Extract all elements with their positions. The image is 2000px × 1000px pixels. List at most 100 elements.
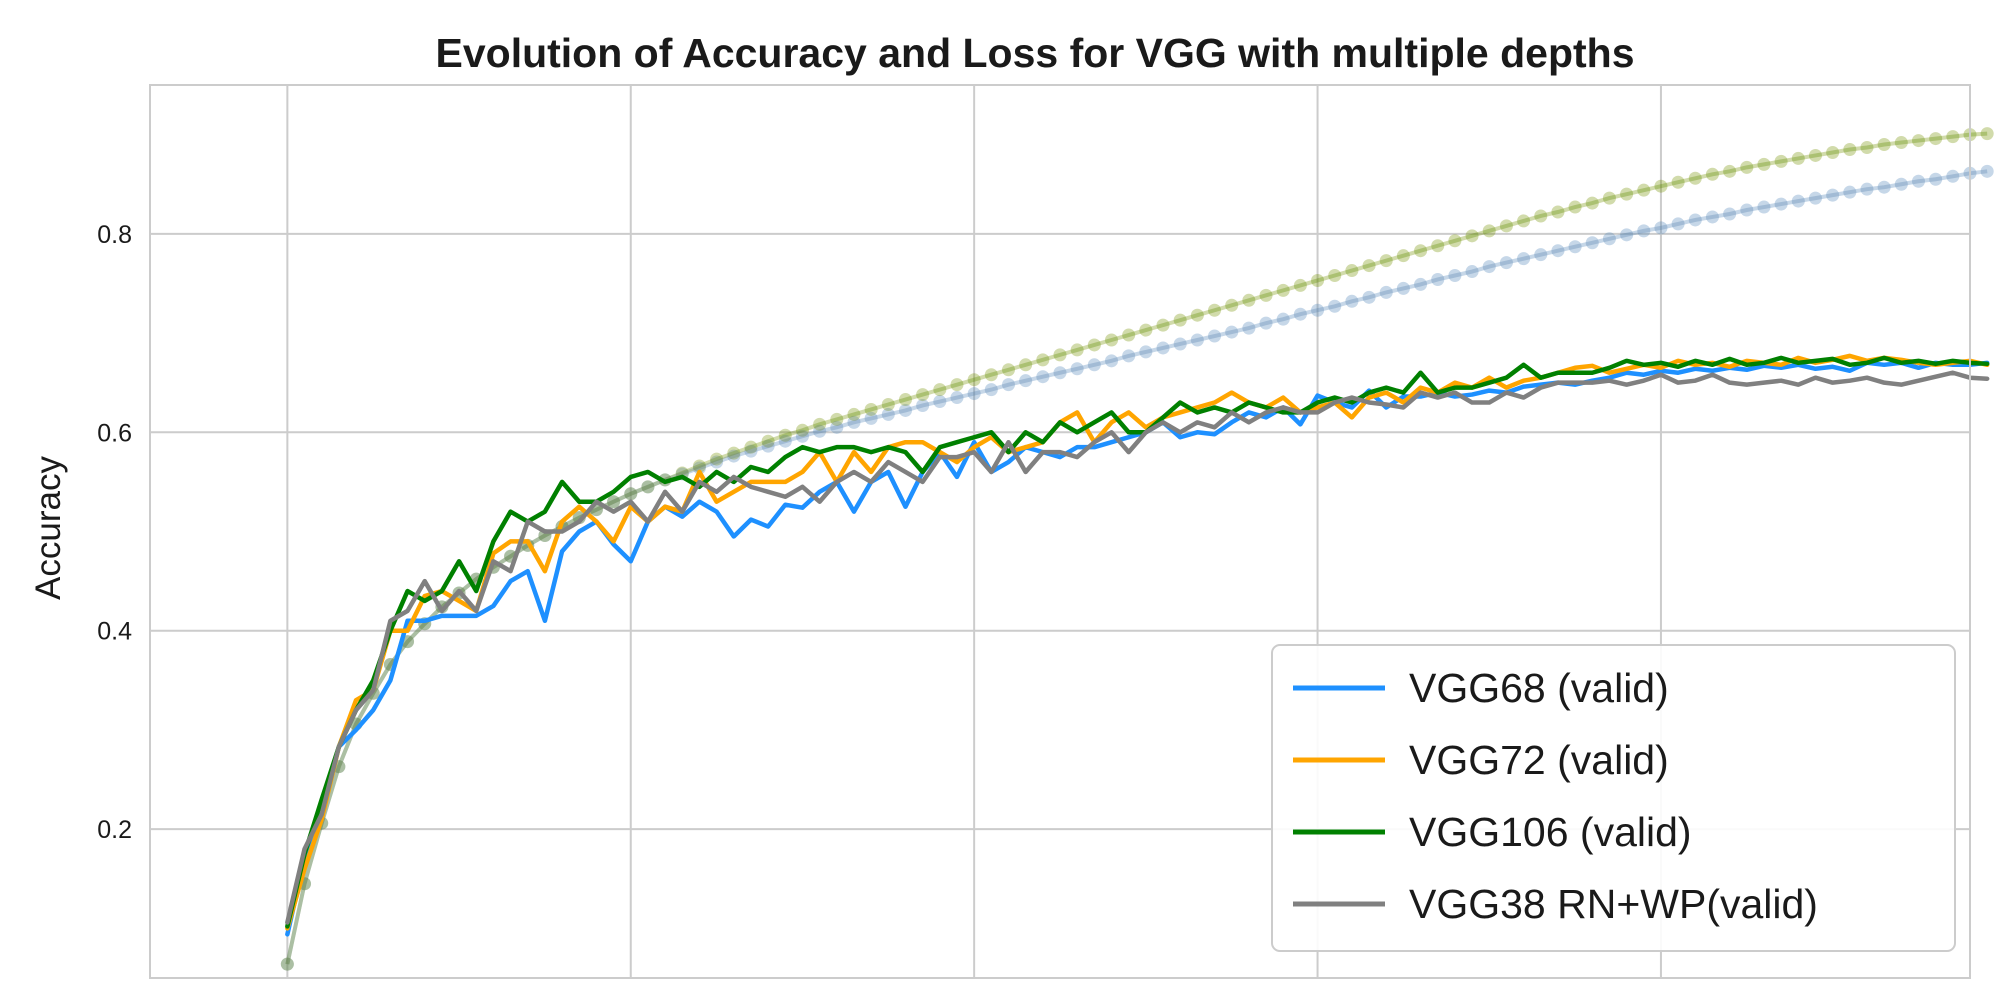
training-point [1122, 349, 1136, 363]
training-point [1087, 358, 1101, 372]
training-point [1774, 197, 1788, 211]
training-point [1860, 141, 1874, 155]
training-point [280, 957, 294, 971]
training-point [1379, 285, 1393, 299]
training-point [1654, 179, 1668, 193]
training-point [916, 398, 930, 412]
y-tick-label: 0.6 [97, 419, 132, 447]
training-point [1345, 294, 1359, 308]
training-point [1534, 248, 1548, 262]
training-point [1276, 283, 1290, 297]
training-point [1517, 214, 1531, 228]
training-point [778, 428, 792, 442]
training-point [984, 368, 998, 382]
training-point [795, 423, 809, 437]
training-point [933, 395, 947, 409]
training-point [1087, 358, 1101, 372]
training-point [1396, 281, 1410, 295]
training-point [1053, 366, 1067, 380]
training-point [1688, 171, 1702, 185]
training-point [1208, 329, 1222, 343]
training-point [1499, 219, 1513, 233]
series-line [285, 370, 1990, 925]
training-point [813, 424, 827, 438]
training-point [916, 398, 930, 412]
training-point [1740, 203, 1754, 217]
training-point [1843, 142, 1857, 156]
training-point [1894, 136, 1908, 150]
training-point [641, 480, 655, 494]
training-point [795, 423, 809, 437]
training-point [1637, 183, 1651, 197]
training-point [1671, 175, 1685, 189]
training-point [1190, 333, 1204, 347]
training-point [847, 407, 861, 421]
training-point [1723, 207, 1737, 221]
training-point [1499, 256, 1513, 270]
training-point [1105, 333, 1119, 347]
training-point [1826, 145, 1840, 159]
training-point [1019, 374, 1033, 388]
training-point [1225, 298, 1239, 312]
training-point [1105, 333, 1119, 347]
training-point [1328, 299, 1342, 313]
training-point [1122, 328, 1136, 342]
training-point [1517, 252, 1531, 266]
training-point [967, 387, 981, 401]
training-point [624, 487, 638, 501]
training-point [1808, 148, 1822, 162]
training-point [813, 424, 827, 438]
training-point [847, 415, 861, 429]
training-point [1345, 294, 1359, 308]
training-point [1791, 194, 1805, 208]
training-point [1379, 285, 1393, 299]
training-point [1448, 234, 1462, 248]
training-point [1448, 269, 1462, 283]
training-point [778, 434, 792, 448]
training-point [1208, 329, 1222, 343]
training-point [1156, 341, 1170, 355]
training-point [607, 495, 621, 509]
training-point [1688, 213, 1702, 227]
training-point [881, 397, 895, 411]
series-line [285, 355, 1990, 929]
training-point [727, 446, 741, 460]
training-point [1774, 154, 1788, 168]
training-point [1414, 244, 1428, 258]
training-point [813, 417, 827, 431]
training-point [881, 407, 895, 421]
training-point [1087, 338, 1101, 352]
training-curve-line [285, 169, 1988, 965]
training-point [830, 412, 844, 426]
training-point [1053, 348, 1067, 362]
training-point [1156, 318, 1170, 332]
training-point [1929, 172, 1943, 186]
training-point [898, 403, 912, 417]
training-point [1379, 254, 1393, 268]
legend-box [1271, 644, 1956, 952]
training-point [1293, 278, 1307, 292]
y-tick-label: 0.2 [97, 816, 132, 844]
training-point [1173, 313, 1187, 327]
training-point [1105, 354, 1119, 368]
training-point [795, 429, 809, 443]
training-point [1139, 345, 1153, 359]
chart-title: Evolution of Accuracy and Loss for VGG w… [436, 30, 1635, 76]
training-point [1036, 370, 1050, 384]
training-point [1225, 325, 1239, 339]
training-point [1396, 249, 1410, 263]
training-point [1311, 273, 1325, 287]
training-point [1602, 191, 1616, 205]
training-point [710, 452, 724, 466]
training-point [1001, 363, 1015, 377]
training-point [1757, 200, 1771, 214]
training-point [1482, 224, 1496, 238]
training-point [1877, 180, 1891, 194]
training-point [778, 428, 792, 442]
training-point [1671, 175, 1685, 189]
training-point [1740, 203, 1754, 217]
training-point [1705, 210, 1719, 224]
training-point [1465, 229, 1479, 243]
training-point [1688, 171, 1702, 185]
training-point [727, 449, 741, 463]
